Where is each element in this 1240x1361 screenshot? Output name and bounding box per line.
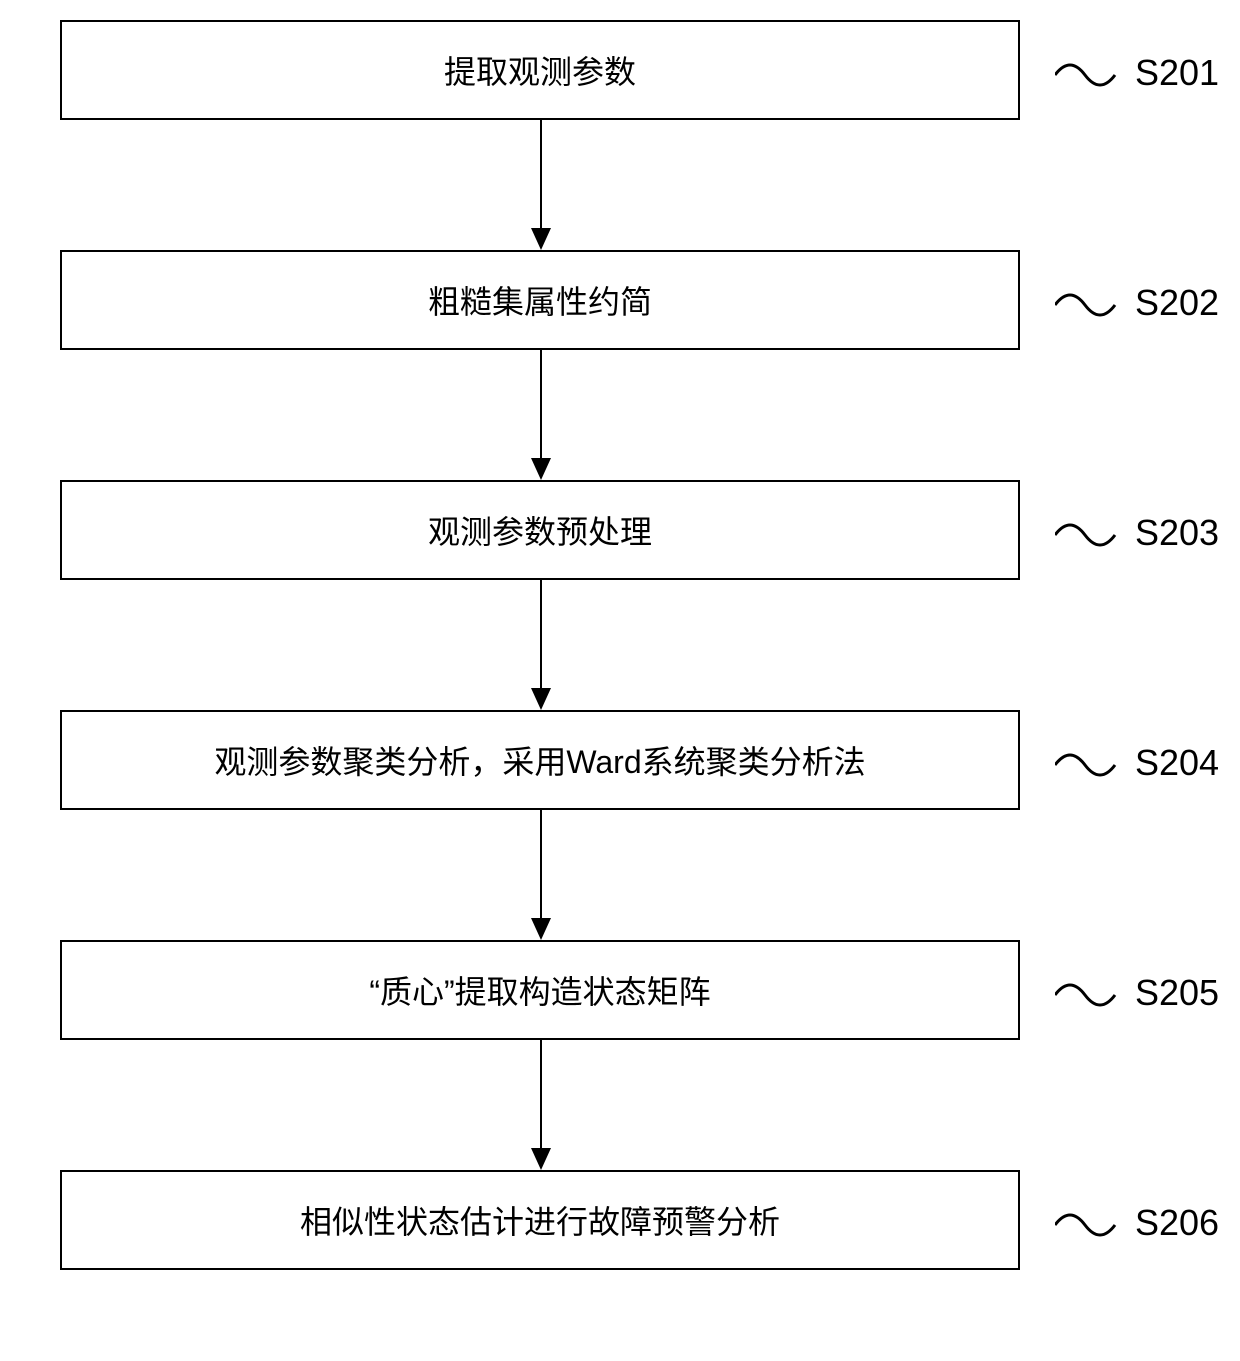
arrow-head-icon [531, 228, 551, 250]
arrow-5 [60, 1040, 1020, 1170]
arrow-head-icon [531, 458, 551, 480]
step-text: 粗糙集属性约简 [428, 277, 652, 323]
wave-icon [1055, 975, 1125, 1015]
step-text: 相似性状态估计进行故障预警分析 [300, 1197, 780, 1243]
step-box-6: 相似性状态估计进行故障预警分析 [60, 1170, 1020, 1270]
step-label-5: S205 [1135, 972, 1219, 1014]
wave-icon [1055, 515, 1125, 555]
connector-6 [1055, 1205, 1125, 1245]
step-label-2: S202 [1135, 282, 1219, 324]
step-box-5: “质心”提取构造状态矩阵 [60, 940, 1020, 1040]
step-label-4: S204 [1135, 742, 1219, 784]
step-label-3: S203 [1135, 512, 1219, 554]
flowchart-container: 提取观测参数 S201 粗糙集属性约简 S202 观测参数预处理 S203 观测… [60, 20, 1180, 1270]
arrow-line [540, 120, 542, 230]
connector-3 [1055, 515, 1125, 555]
step-box-4: 观测参数聚类分析，采用Ward系统聚类分析法 [60, 710, 1020, 810]
connector-2 [1055, 285, 1125, 325]
step-text: 观测参数聚类分析，采用Ward系统聚类分析法 [214, 737, 865, 783]
step-text: “质心”提取构造状态矩阵 [369, 967, 710, 1013]
arrow-line [540, 580, 542, 690]
connector-1 [1055, 55, 1125, 95]
arrow-line [540, 1040, 542, 1150]
arrow-head-icon [531, 1148, 551, 1170]
step-text: 观测参数预处理 [428, 507, 652, 553]
step-box-2: 粗糙集属性约简 [60, 250, 1020, 350]
arrow-3 [60, 580, 1020, 710]
step-label-6: S206 [1135, 1202, 1219, 1244]
arrow-line [540, 350, 542, 460]
connector-4 [1055, 745, 1125, 785]
step-label-1: S201 [1135, 52, 1219, 94]
arrow-head-icon [531, 688, 551, 710]
step-box-3: 观测参数预处理 [60, 480, 1020, 580]
wave-icon [1055, 745, 1125, 785]
step-box-1: 提取观测参数 [60, 20, 1020, 120]
wave-icon [1055, 55, 1125, 95]
step-text: 提取观测参数 [444, 47, 636, 93]
arrow-2 [60, 350, 1020, 480]
arrow-head-icon [531, 918, 551, 940]
wave-icon [1055, 1205, 1125, 1245]
connector-5 [1055, 975, 1125, 1015]
wave-icon [1055, 285, 1125, 325]
arrow-1 [60, 120, 1020, 250]
arrow-4 [60, 810, 1020, 940]
arrow-line [540, 810, 542, 920]
